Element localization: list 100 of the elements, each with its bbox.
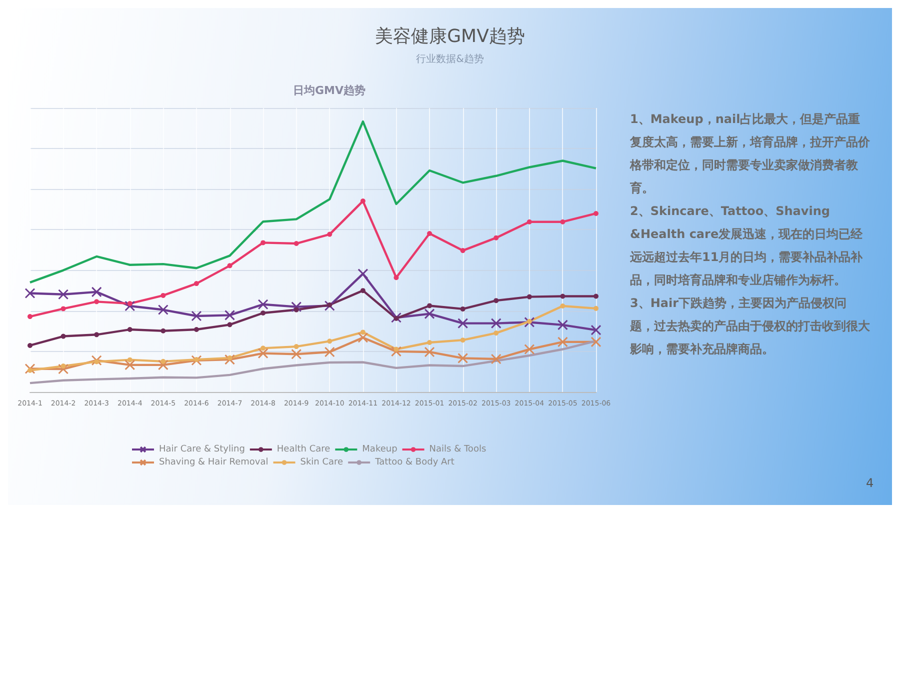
point xyxy=(194,281,199,286)
point xyxy=(94,299,100,304)
point xyxy=(324,300,335,311)
point xyxy=(158,304,168,316)
point xyxy=(490,354,502,364)
point xyxy=(158,360,168,370)
point xyxy=(124,360,136,370)
point xyxy=(160,292,166,298)
point xyxy=(327,338,332,344)
point xyxy=(294,307,299,312)
point xyxy=(28,368,32,373)
chart-subtitle: 行业数据&趋势 xyxy=(415,52,485,66)
point xyxy=(28,314,32,320)
point xyxy=(427,303,432,308)
point xyxy=(58,289,69,300)
point xyxy=(526,318,532,324)
text: 3、Hair下跌趋势，主要因为产品侵权问题，过去热卖的产品由于侵权的打击收到很大影响，需要补充品牌商品。 xyxy=(630,295,870,358)
point xyxy=(91,286,102,298)
legend-label: Makeup xyxy=(362,444,398,454)
legend-label: Skin Care xyxy=(300,458,344,468)
point xyxy=(494,330,499,336)
point xyxy=(260,346,266,351)
point xyxy=(594,210,598,216)
point xyxy=(390,312,402,323)
point xyxy=(260,310,266,316)
point xyxy=(294,241,299,246)
point xyxy=(60,334,66,339)
point xyxy=(560,303,566,308)
point xyxy=(526,219,532,224)
point xyxy=(594,306,598,311)
point xyxy=(127,327,132,332)
point xyxy=(394,346,399,352)
point xyxy=(360,198,366,204)
point xyxy=(594,294,598,299)
point xyxy=(590,336,602,348)
point xyxy=(460,306,466,312)
point xyxy=(358,268,368,280)
point xyxy=(494,235,499,240)
legend-label: Nails & Tools xyxy=(429,444,486,454)
point xyxy=(91,355,102,366)
legend-label: Shaving & Hair Removal xyxy=(159,458,268,468)
point xyxy=(490,318,502,329)
point xyxy=(360,288,366,294)
point xyxy=(327,232,332,237)
point xyxy=(360,330,366,335)
point xyxy=(291,348,302,360)
text: 1、Makeup，nail占比最大，但是产品重复度太高，需要上新，培育品牌，拉开产品价格带和定位，同时需要专业卖家做消费者教育。 xyxy=(630,111,870,197)
text: 2、Skincare、Tattoo、Shaving &Health care发展迅速，现在的日均已经远远超过去年11月的日均，需要补品补品补品，同时培育品牌和专业店铺作为标杆。 xyxy=(630,203,864,289)
point xyxy=(526,294,532,300)
point xyxy=(224,354,236,365)
point xyxy=(224,310,236,320)
point xyxy=(191,355,202,366)
point xyxy=(394,275,399,280)
point xyxy=(560,294,566,299)
point xyxy=(28,342,32,348)
point xyxy=(291,302,302,312)
text: 日均GMV趋势 xyxy=(293,84,366,97)
point xyxy=(560,219,566,224)
point xyxy=(258,348,268,359)
point xyxy=(458,318,468,329)
point xyxy=(194,327,199,332)
point xyxy=(390,346,402,357)
point xyxy=(524,344,535,355)
point xyxy=(460,338,466,343)
chart-title: 美容健康GMV趋势 xyxy=(374,25,526,48)
point xyxy=(60,364,66,369)
point xyxy=(227,322,232,328)
point xyxy=(427,231,432,236)
legend-label: Tattoo & Body Art xyxy=(374,458,455,468)
point xyxy=(358,332,368,343)
point xyxy=(194,357,199,362)
text: 4 xyxy=(866,476,874,490)
point xyxy=(327,302,332,308)
point xyxy=(324,346,335,358)
legend-label: Hair Care & Styling xyxy=(159,444,245,454)
point xyxy=(557,320,568,330)
point xyxy=(127,357,132,362)
point xyxy=(227,263,232,268)
point xyxy=(191,310,202,322)
point xyxy=(494,298,499,304)
point xyxy=(590,324,602,336)
point xyxy=(60,306,66,312)
point xyxy=(24,363,36,374)
point xyxy=(24,288,36,299)
point xyxy=(427,340,432,345)
point xyxy=(557,336,568,348)
point xyxy=(460,248,466,254)
point xyxy=(124,300,136,312)
point xyxy=(394,316,399,321)
point xyxy=(524,316,535,328)
point xyxy=(127,301,132,306)
point xyxy=(160,328,166,334)
point xyxy=(94,332,100,338)
point xyxy=(94,359,100,364)
point xyxy=(424,308,435,320)
legend-label: Health Care xyxy=(276,444,331,454)
point xyxy=(258,299,268,310)
point xyxy=(58,364,69,374)
point xyxy=(227,355,232,360)
point xyxy=(294,344,299,350)
